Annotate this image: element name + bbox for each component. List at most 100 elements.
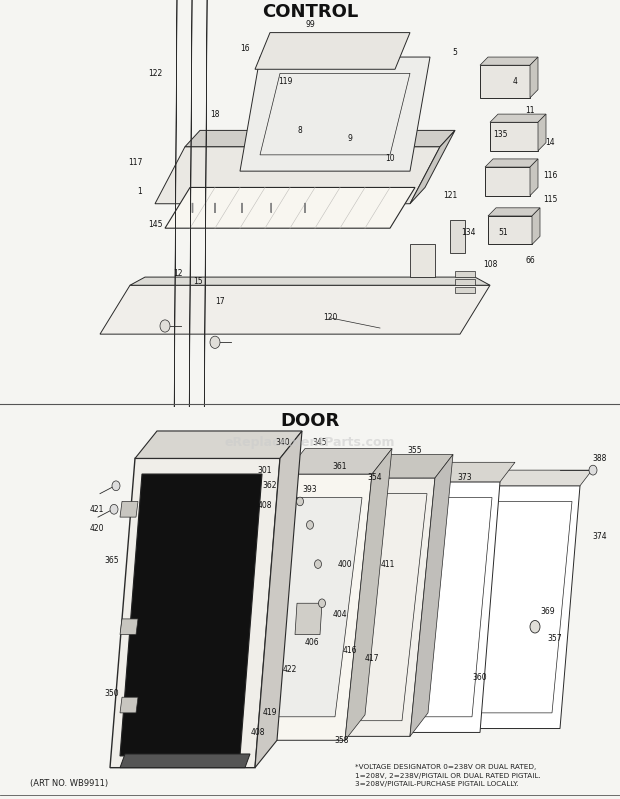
Ellipse shape <box>319 599 326 607</box>
Polygon shape <box>455 271 475 277</box>
Polygon shape <box>295 603 322 634</box>
Polygon shape <box>530 159 538 196</box>
Text: 18: 18 <box>210 109 219 118</box>
Ellipse shape <box>210 336 220 348</box>
Text: 15: 15 <box>193 276 203 286</box>
Text: 400: 400 <box>338 559 352 569</box>
Ellipse shape <box>112 481 120 491</box>
Polygon shape <box>120 619 138 634</box>
Polygon shape <box>450 220 465 252</box>
Polygon shape <box>485 167 530 196</box>
Text: 362: 362 <box>263 481 277 491</box>
Text: 393: 393 <box>303 485 317 495</box>
Text: 119: 119 <box>278 77 292 86</box>
Text: 121: 121 <box>443 191 457 200</box>
Polygon shape <box>350 455 453 478</box>
Text: 14: 14 <box>545 138 555 147</box>
Text: 108: 108 <box>483 260 497 269</box>
Polygon shape <box>135 431 302 459</box>
Text: 1: 1 <box>138 187 143 196</box>
Polygon shape <box>255 431 302 768</box>
Polygon shape <box>185 130 455 147</box>
Text: 404: 404 <box>333 610 347 619</box>
Text: 374: 374 <box>593 532 608 541</box>
Text: 365: 365 <box>105 555 119 565</box>
Text: 115: 115 <box>543 195 557 205</box>
Polygon shape <box>130 277 490 285</box>
Text: 17: 17 <box>215 297 225 306</box>
Ellipse shape <box>110 504 118 515</box>
Text: 420: 420 <box>90 524 104 534</box>
Text: 11: 11 <box>525 105 534 114</box>
Text: 116: 116 <box>543 171 557 180</box>
Polygon shape <box>538 114 546 151</box>
Text: 5: 5 <box>453 49 458 58</box>
Text: *VOLTAGE DESIGNATOR 0=238V OR DUAL RATED,
1=208V, 2=238V/PIGTAIL OR DUAL RATED P: *VOLTAGE DESIGNATOR 0=238V OR DUAL RATED… <box>355 764 541 787</box>
Polygon shape <box>325 478 435 737</box>
Text: CONTROL: CONTROL <box>262 3 358 22</box>
Text: 134: 134 <box>461 228 476 237</box>
Ellipse shape <box>184 0 197 799</box>
Polygon shape <box>490 470 592 486</box>
Polygon shape <box>488 216 532 244</box>
Polygon shape <box>255 33 410 70</box>
Text: 411: 411 <box>381 559 395 569</box>
Text: DOOR: DOOR <box>280 412 340 430</box>
Polygon shape <box>480 57 538 66</box>
Polygon shape <box>420 463 515 482</box>
Polygon shape <box>270 498 362 717</box>
Polygon shape <box>345 448 392 740</box>
Text: (ART NO. WB9911): (ART NO. WB9911) <box>30 779 108 788</box>
Text: 357: 357 <box>547 634 562 643</box>
Polygon shape <box>410 244 435 277</box>
Polygon shape <box>530 57 538 97</box>
Polygon shape <box>120 474 262 756</box>
Text: 4: 4 <box>513 77 518 86</box>
Text: 408: 408 <box>258 501 272 510</box>
Polygon shape <box>485 159 538 167</box>
Text: 120: 120 <box>323 313 337 322</box>
Text: 358: 358 <box>335 736 349 745</box>
Ellipse shape <box>314 560 322 568</box>
Text: 51: 51 <box>498 228 508 237</box>
Text: 10: 10 <box>385 154 395 164</box>
Polygon shape <box>155 147 440 204</box>
Text: 406: 406 <box>304 638 319 647</box>
Text: 360: 360 <box>472 673 487 682</box>
Text: 355: 355 <box>408 446 422 455</box>
Ellipse shape <box>530 621 540 633</box>
Polygon shape <box>490 114 546 122</box>
Text: 135: 135 <box>493 130 507 139</box>
Text: 417: 417 <box>365 654 379 662</box>
Polygon shape <box>488 208 540 216</box>
Text: 373: 373 <box>458 474 472 483</box>
Text: 425: 425 <box>206 532 220 541</box>
Polygon shape <box>480 66 530 97</box>
Text: 340: 340 <box>276 438 290 447</box>
Polygon shape <box>470 486 580 729</box>
Ellipse shape <box>198 0 211 799</box>
Text: 16: 16 <box>240 45 250 54</box>
Text: 361: 361 <box>333 462 347 471</box>
Text: 419: 419 <box>263 709 277 718</box>
Polygon shape <box>110 459 280 768</box>
Text: 369: 369 <box>541 606 556 615</box>
Ellipse shape <box>160 320 170 332</box>
Polygon shape <box>100 285 490 334</box>
Polygon shape <box>455 279 475 285</box>
Text: 8: 8 <box>298 126 303 135</box>
Polygon shape <box>490 122 538 151</box>
Polygon shape <box>240 57 430 171</box>
Text: 422: 422 <box>283 666 297 674</box>
Ellipse shape <box>296 497 304 506</box>
Ellipse shape <box>589 465 597 475</box>
Text: 301: 301 <box>258 466 272 475</box>
Text: eReplacementParts.com: eReplacementParts.com <box>224 436 396 449</box>
Polygon shape <box>410 455 453 737</box>
Polygon shape <box>285 448 392 474</box>
Text: 388: 388 <box>593 454 607 463</box>
Polygon shape <box>260 474 372 740</box>
Text: 408: 408 <box>250 728 265 737</box>
Text: 354: 354 <box>368 474 383 483</box>
Text: 99: 99 <box>305 20 315 29</box>
